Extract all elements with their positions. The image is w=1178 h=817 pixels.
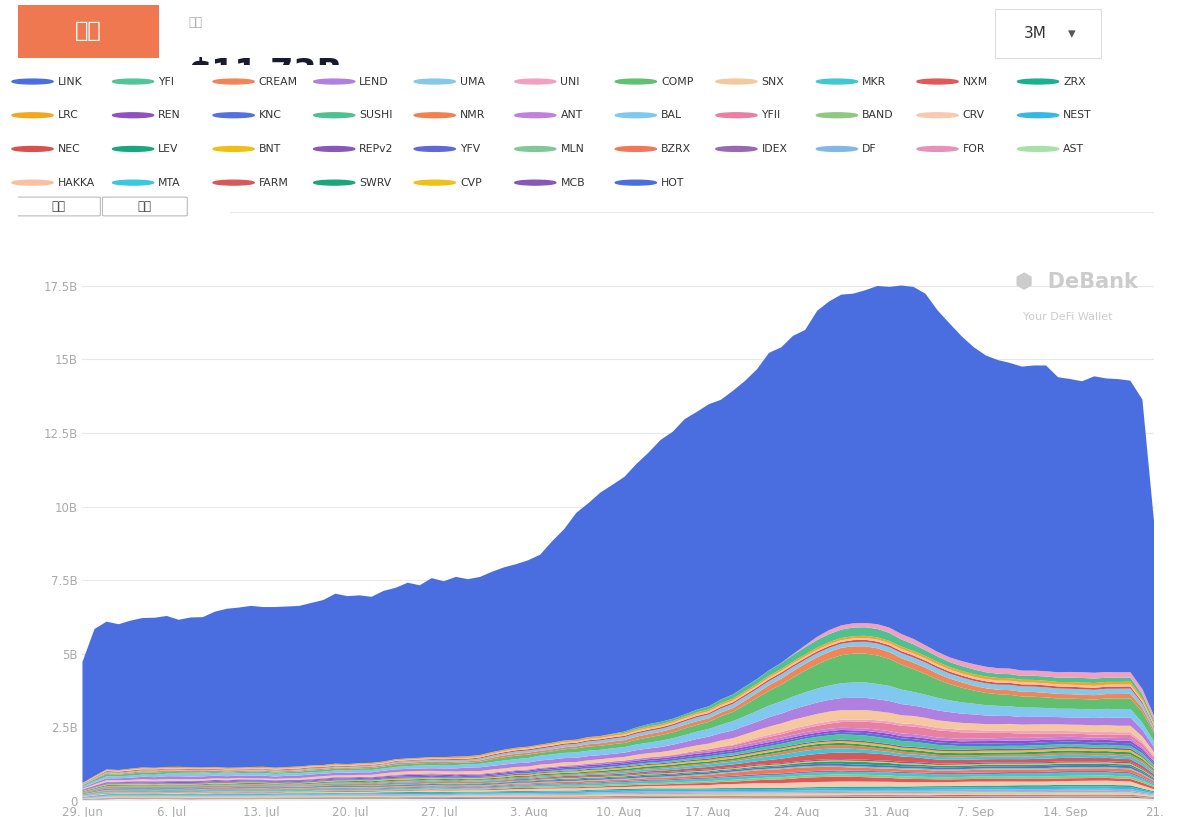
Circle shape <box>916 113 958 118</box>
Text: 清空: 清空 <box>138 200 152 212</box>
Text: MLN: MLN <box>561 144 584 154</box>
Circle shape <box>515 146 556 151</box>
Text: $11.73B: $11.73B <box>188 57 343 90</box>
Circle shape <box>816 113 858 118</box>
Circle shape <box>716 113 757 118</box>
Text: REN: REN <box>158 110 181 120</box>
Text: NXM: NXM <box>962 77 988 87</box>
Text: HOT: HOT <box>661 177 684 188</box>
Circle shape <box>1018 113 1059 118</box>
Circle shape <box>1018 79 1059 84</box>
Circle shape <box>313 181 355 185</box>
Text: ▾: ▾ <box>1068 26 1076 41</box>
Text: MKR: MKR <box>862 77 886 87</box>
Text: SWRV: SWRV <box>359 177 391 188</box>
Circle shape <box>415 79 456 84</box>
Text: 3M: 3M <box>1024 26 1047 41</box>
Text: MCB: MCB <box>561 177 585 188</box>
Circle shape <box>313 146 355 151</box>
Circle shape <box>12 79 53 84</box>
Text: LEV: LEV <box>158 144 179 154</box>
Text: SNX: SNX <box>761 77 785 87</box>
Circle shape <box>313 113 355 118</box>
Circle shape <box>213 146 254 151</box>
Text: SUSHI: SUSHI <box>359 110 392 120</box>
Text: COMP: COMP <box>661 77 694 87</box>
Text: FARM: FARM <box>259 177 289 188</box>
Text: NEC: NEC <box>58 144 80 154</box>
Circle shape <box>113 146 153 151</box>
Text: REPv2: REPv2 <box>359 144 393 154</box>
Text: 市値: 市値 <box>75 21 101 42</box>
Circle shape <box>515 181 556 185</box>
Circle shape <box>716 79 757 84</box>
Circle shape <box>916 79 958 84</box>
Circle shape <box>313 79 355 84</box>
Circle shape <box>213 181 254 185</box>
Text: YFV: YFV <box>459 144 481 154</box>
Circle shape <box>213 113 254 118</box>
Text: UNI: UNI <box>561 77 580 87</box>
Text: LEND: LEND <box>359 77 389 87</box>
Text: BNT: BNT <box>259 144 282 154</box>
Text: ZRX: ZRX <box>1064 77 1086 87</box>
Text: NMR: NMR <box>459 110 485 120</box>
Text: AST: AST <box>1064 144 1084 154</box>
Text: CREAM: CREAM <box>259 77 298 87</box>
Circle shape <box>615 146 656 151</box>
Circle shape <box>816 79 858 84</box>
Text: UMA: UMA <box>459 77 485 87</box>
Text: Your DeFi Wallet: Your DeFi Wallet <box>1023 312 1112 323</box>
Text: DF: DF <box>862 144 876 154</box>
Text: FOR: FOR <box>962 144 985 154</box>
Circle shape <box>1018 146 1059 151</box>
Text: YFI: YFI <box>158 77 174 87</box>
Text: 全选: 全选 <box>51 200 65 212</box>
Text: KNC: KNC <box>259 110 282 120</box>
Text: LRC: LRC <box>58 110 79 120</box>
Circle shape <box>12 181 53 185</box>
Circle shape <box>916 146 958 151</box>
Circle shape <box>113 79 153 84</box>
Text: 市値: 市値 <box>188 16 203 29</box>
Circle shape <box>816 146 858 151</box>
Circle shape <box>515 113 556 118</box>
Circle shape <box>113 181 153 185</box>
Text: HAKKA: HAKKA <box>58 177 95 188</box>
Circle shape <box>415 113 456 118</box>
Text: NEST: NEST <box>1064 110 1092 120</box>
Text: CVP: CVP <box>459 177 482 188</box>
Circle shape <box>515 79 556 84</box>
FancyBboxPatch shape <box>102 197 187 216</box>
Circle shape <box>12 113 53 118</box>
Circle shape <box>615 79 656 84</box>
Text: ⬢  DeBank: ⬢ DeBank <box>1015 271 1138 291</box>
Text: BAND: BAND <box>862 110 894 120</box>
Text: MTA: MTA <box>158 177 181 188</box>
Text: YFII: YFII <box>761 110 781 120</box>
Circle shape <box>415 181 456 185</box>
Circle shape <box>415 146 456 151</box>
Circle shape <box>213 79 254 84</box>
Circle shape <box>615 113 656 118</box>
Text: BAL: BAL <box>661 110 682 120</box>
Circle shape <box>113 113 153 118</box>
FancyBboxPatch shape <box>15 197 100 216</box>
Text: CRV: CRV <box>962 110 985 120</box>
Circle shape <box>615 181 656 185</box>
Text: IDEX: IDEX <box>761 144 788 154</box>
Circle shape <box>716 146 757 151</box>
Text: BZRX: BZRX <box>661 144 691 154</box>
Text: LINK: LINK <box>58 77 82 87</box>
Text: ANT: ANT <box>561 110 583 120</box>
Circle shape <box>12 146 53 151</box>
